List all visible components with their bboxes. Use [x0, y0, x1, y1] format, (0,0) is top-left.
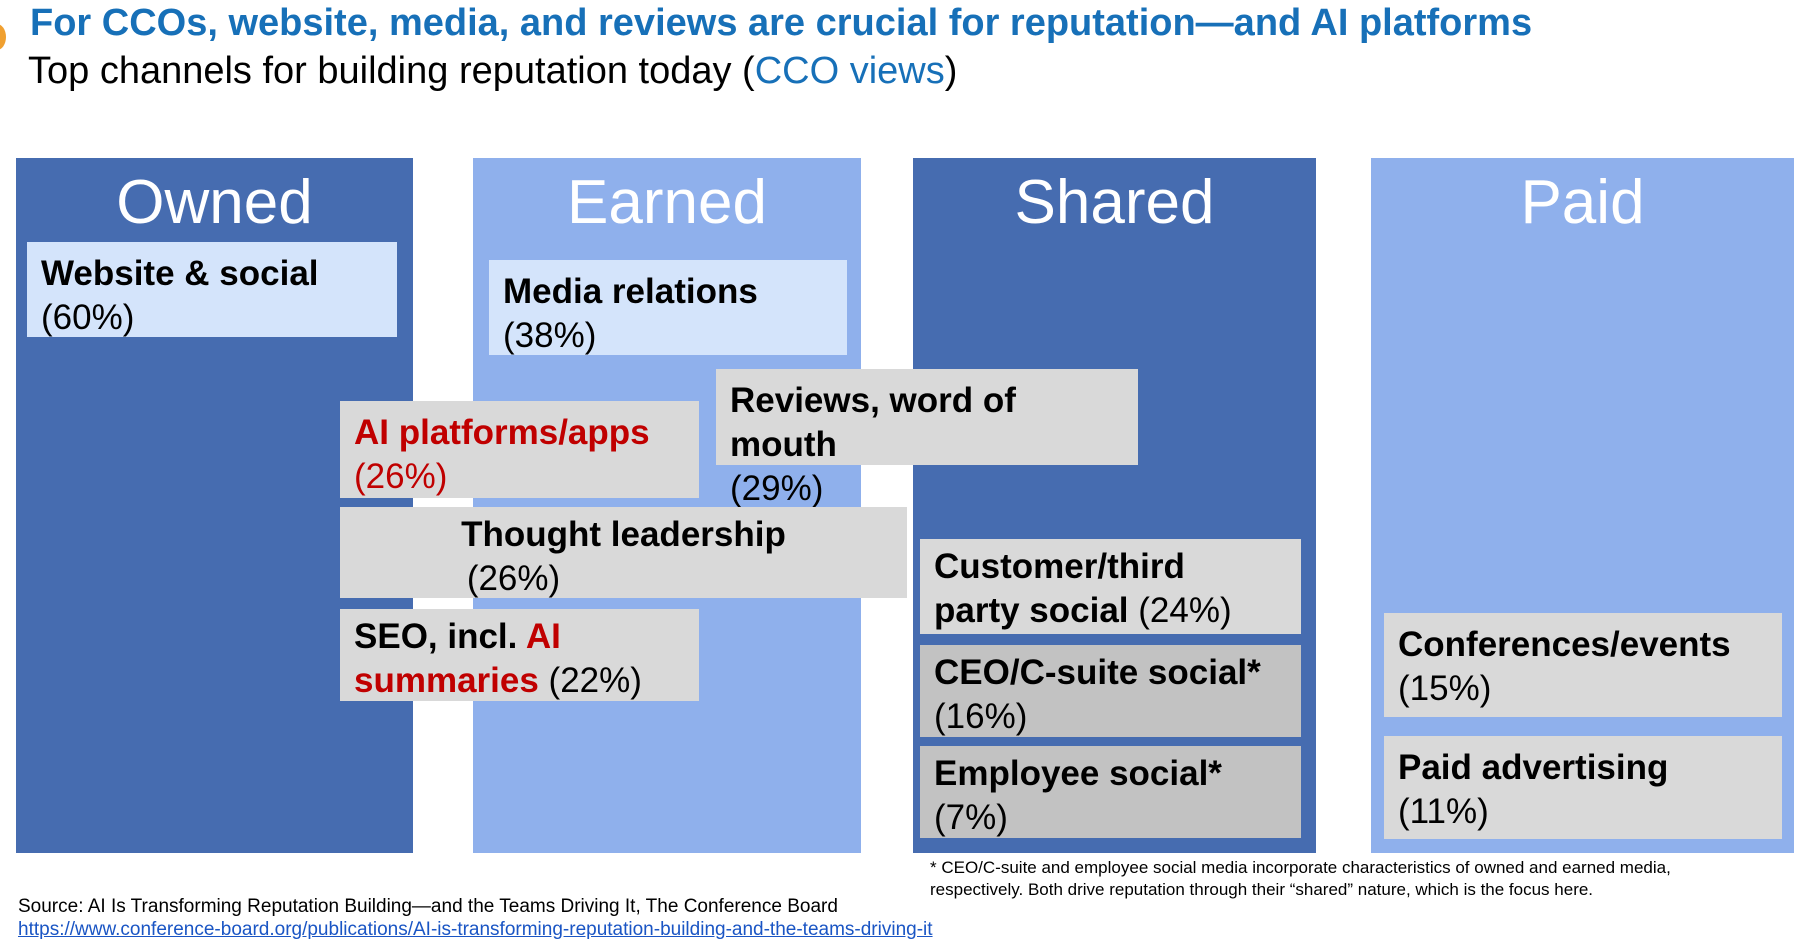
channel-percent: (60%) — [41, 298, 135, 337]
channel-percent: (7%) — [934, 798, 1008, 837]
source-citation: Source: AI Is Transforming Reputation Bu… — [18, 895, 933, 941]
channel-label-line2: summaries (22%) — [354, 659, 685, 703]
channel-percent: (38%) — [503, 316, 597, 355]
channel-percent: (16%) — [934, 697, 1028, 736]
seo-label-ai: AI — [525, 617, 561, 656]
subtitle-highlight: CCO views — [754, 50, 945, 92]
subtitle-suffix: ) — [944, 50, 958, 92]
channel-percent: (22%) — [538, 661, 642, 700]
channel-ai-platforms: AI platforms/apps (26%) — [340, 401, 699, 498]
channel-percent: (26%) — [466, 559, 561, 598]
channel-label: Website & social — [41, 254, 319, 293]
accent-dot — [0, 24, 6, 50]
channel-label: Reviews, word of mouth — [730, 381, 1016, 464]
channel-label: Thought leadership — [461, 515, 786, 554]
column-title-earned: Earned — [567, 168, 767, 237]
channel-label: Employee social* — [934, 754, 1222, 793]
channel-thought-leadership: Thought leadership (26%) — [340, 507, 907, 598]
channel-employee-social: Employee social* (7%) — [920, 746, 1301, 838]
subtitle-prefix: Top channels for building reputation tod… — [28, 50, 755, 92]
channel-percent: (15%) — [1398, 669, 1492, 708]
seo-label-prefix: SEO, incl. — [354, 617, 526, 656]
column-title-shared: Shared — [1014, 168, 1215, 237]
channel-percent: (26%) — [354, 457, 448, 496]
channel-label: CEO/C-suite social* — [934, 653, 1261, 692]
channel-paid-advertising: Paid advertising (11%) — [1384, 736, 1782, 839]
channel-label: SEO, incl. AI — [354, 615, 685, 659]
column-shared: Shared — [913, 158, 1316, 853]
footnote-line1: * CEO/C-suite and employee social media … — [930, 858, 1671, 877]
channel-conferences: Conferences/events (15%) — [1384, 613, 1782, 717]
channel-label: Conferences/events — [1398, 625, 1731, 664]
channel-label: AI platforms/apps — [354, 413, 650, 452]
column-title-owned: Owned — [116, 168, 313, 237]
channel-seo: SEO, incl. AI summaries (22%) — [340, 609, 699, 701]
channel-reviews: Reviews, word of mouth (29%) — [716, 369, 1138, 508]
channel-label-line2: party social (24%) — [934, 589, 1287, 633]
channel-website-social: Website & social (60%) — [27, 242, 397, 337]
column-title-paid: Paid — [1520, 168, 1645, 237]
channel-media-relations: Media relations (38%) — [489, 260, 847, 355]
channel-percent: (11%) — [1398, 792, 1489, 831]
channel-label: Customer/third — [934, 547, 1185, 586]
page-title: For CCOs, website, media, and reviews ar… — [30, 2, 1533, 44]
footnote-line2: respectively. Both drive reputation thro… — [930, 880, 1594, 899]
channel-ceo-social: CEO/C-suite social* (16%) — [920, 645, 1301, 737]
customer-label-line2: party social — [934, 591, 1129, 630]
source-link[interactable]: https://www.conference-board.org/publica… — [18, 919, 933, 940]
source-text: Source: AI Is Transforming Reputation Bu… — [18, 896, 838, 917]
channel-label: Paid advertising — [1398, 748, 1669, 787]
channel-label: Media relations — [503, 272, 758, 311]
seo-label-summaries: summaries — [354, 661, 539, 700]
channel-percent: (29%) — [730, 469, 824, 508]
page-subtitle: Top channels for building reputation tod… — [28, 50, 957, 93]
channel-customer-social: Customer/third party social (24%) — [920, 539, 1301, 634]
footnote: * CEO/C-suite and employee social media … — [930, 857, 1750, 901]
channel-percent: (24%) — [1128, 591, 1232, 630]
